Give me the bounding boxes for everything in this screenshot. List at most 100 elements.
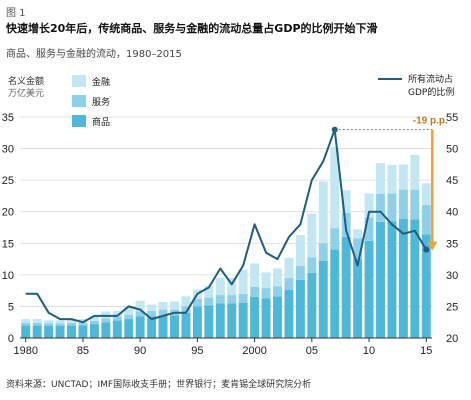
- bar-goods: [364, 240, 374, 338]
- bar-finance: [261, 272, 271, 289]
- bar-goods: [353, 259, 363, 338]
- bar-finance: [353, 229, 363, 239]
- annotation-group: -19 p.p.: [334, 116, 448, 251]
- bar-services: [421, 204, 431, 235]
- bar-services: [78, 322, 88, 326]
- bar-goods: [330, 249, 340, 338]
- y-axis-label: 名义金额: [8, 75, 44, 87]
- bar-finance: [318, 181, 328, 244]
- legend-label-services: 服务: [92, 96, 110, 108]
- y2-tick-label: 25: [446, 301, 458, 313]
- bar-finance: [330, 147, 340, 229]
- bar-goods: [295, 279, 305, 338]
- y-axis-left: 0 5 10 15 20 25 30 35: [2, 112, 14, 345]
- bar-finance: [227, 278, 237, 296]
- line-point-end: [423, 246, 430, 253]
- bar-services: [410, 189, 420, 220]
- bar-finance: [341, 190, 351, 213]
- bar-services: [89, 320, 99, 325]
- bar-goods: [284, 290, 294, 338]
- x-tick-label: 1980: [13, 345, 37, 357]
- bar-services: [101, 318, 111, 323]
- bar-goods: [181, 312, 191, 338]
- bar-finance: [55, 320, 65, 324]
- y2-tick-label: 35: [446, 238, 458, 250]
- bar-finance: [78, 319, 88, 323]
- bar-services: [284, 278, 294, 291]
- bar-finance: [135, 300, 145, 312]
- bar-finance: [387, 164, 397, 194]
- bar-services: [261, 288, 271, 299]
- chart-title: 快速增长20年后，传统商品、服务与金融的流动总量占GDP的比例开始下滑: [6, 22, 378, 35]
- bar-finance: [421, 183, 431, 205]
- bar-finance: [147, 304, 157, 311]
- x-tick-label: 10: [363, 345, 375, 357]
- bar-services: [124, 314, 134, 320]
- y-tick-label: 15: [2, 238, 14, 250]
- bar-services: [376, 194, 385, 222]
- bar-services: [227, 295, 237, 304]
- x-tick-label: 85: [77, 345, 89, 357]
- legend-swatch-goods: [72, 115, 86, 127]
- y2-axis-label: 所有流动占: [408, 73, 453, 85]
- bar-goods: [318, 260, 328, 338]
- bar-services: [387, 193, 397, 222]
- bar-finance: [32, 319, 42, 323]
- y-tick-label: 35: [2, 112, 14, 124]
- bar-services: [181, 306, 191, 313]
- bar-goods: [78, 325, 88, 338]
- y2-tick-label: 20: [446, 333, 458, 345]
- bar-services: [238, 293, 248, 303]
- bar-goods: [273, 296, 282, 338]
- x-axis: 1980 85 90 95 2000 05 10 15: [13, 337, 432, 357]
- legend: 金融 服务 商品: [72, 75, 110, 128]
- y2-tick-label: 45: [446, 175, 458, 187]
- bar-services: [112, 316, 122, 321]
- bar-services: [318, 243, 328, 261]
- bar-goods: [124, 319, 134, 338]
- legend-swatch-finance: [72, 75, 86, 87]
- bar-goods: [147, 316, 157, 338]
- bar-goods: [410, 219, 420, 338]
- bar-services: [250, 286, 260, 297]
- bar-goods: [158, 315, 168, 338]
- x-tick-label: 05: [306, 345, 318, 357]
- bar-goods: [89, 324, 99, 338]
- bar-goods: [376, 221, 385, 338]
- bar-finance: [250, 263, 260, 287]
- bar-services: [55, 323, 65, 327]
- bar-goods: [55, 326, 65, 338]
- bar-goods: [101, 322, 111, 338]
- bar-finance: [238, 269, 248, 294]
- bar-goods: [204, 305, 214, 338]
- y-tick-label: 20: [2, 207, 14, 219]
- bar-goods: [135, 316, 145, 338]
- bar-finance: [112, 310, 122, 317]
- bar-goods: [112, 320, 122, 338]
- bar-finance: [158, 302, 168, 310]
- bar-finance: [273, 268, 282, 287]
- bar-services: [67, 322, 76, 326]
- y-tick-label: 5: [8, 301, 14, 313]
- bar-finance: [410, 154, 420, 190]
- y-tick-label: 25: [2, 175, 14, 187]
- bar-goods: [238, 302, 248, 338]
- bar-finance: [398, 164, 408, 190]
- legend-label-goods: 商品: [92, 116, 110, 128]
- bar-services: [273, 286, 282, 297]
- bar-goods: [387, 221, 397, 338]
- line-series-path: [25, 128, 428, 324]
- bar-services: [330, 228, 340, 250]
- bar-services: [215, 295, 225, 304]
- bar-finance: [376, 163, 385, 195]
- bar-goods: [341, 236, 351, 338]
- bar-services: [204, 297, 214, 306]
- bar-finance: [215, 278, 225, 296]
- annotation-arrow-head: [427, 241, 438, 251]
- bar-finance: [21, 319, 31, 323]
- y2-tick-label: 55: [446, 112, 458, 124]
- bar-services: [21, 322, 31, 326]
- y-tick-label: 10: [2, 270, 14, 282]
- bar-finance: [295, 235, 305, 267]
- bar-goods: [261, 298, 271, 338]
